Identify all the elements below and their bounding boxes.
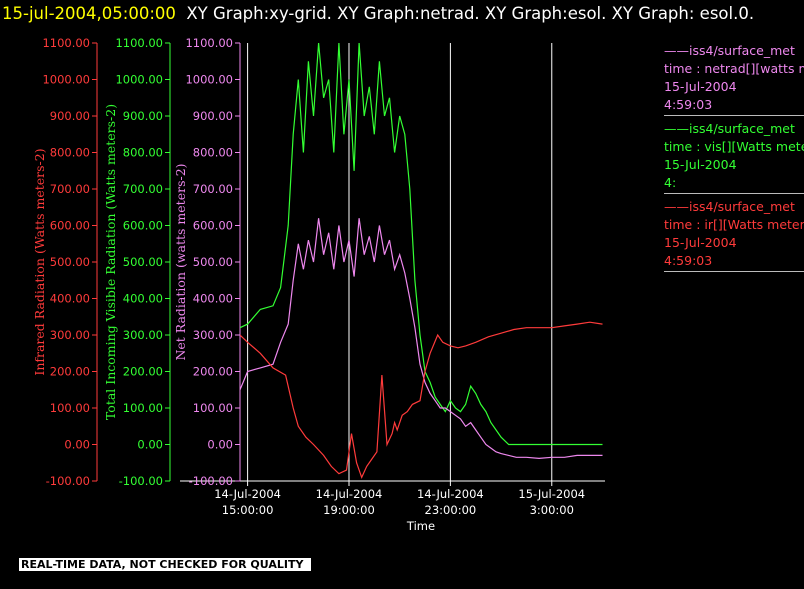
net-tick-label: 800.00: [193, 146, 233, 160]
legend-field: time : vis[][Watts meters-2]: [664, 139, 804, 154]
net-tick-label: 200.00: [193, 365, 233, 379]
ir-tick-label: 500.00: [50, 255, 90, 269]
x-tick-date: 15-Jul-2004: [518, 487, 585, 501]
ir-tick-label: 1000.00: [42, 73, 90, 87]
ir-axis-label: Infrared Radiation (Watts meters-2): [32, 148, 47, 375]
ir-tick-label: 200.00: [50, 365, 90, 379]
ir-tick-label: 1100.00: [42, 36, 90, 50]
legend-source: ——iss4/surface_met: [664, 121, 795, 136]
legend-time: 4:: [664, 175, 677, 190]
ir-tick-label: 700.00: [50, 182, 90, 196]
vis-tick-label: 600.00: [123, 219, 163, 233]
vis-tick-label: 1100.00: [115, 36, 163, 50]
ir-tick-label: 600.00: [50, 219, 90, 233]
vis-tick-label: 100.00: [123, 401, 163, 415]
ir-tick-label: 100.00: [50, 401, 90, 415]
vis-tick-label: 500.00: [123, 255, 163, 269]
net-tick-label: 100.00: [193, 401, 233, 415]
ir-tick-label: 0.00: [64, 438, 90, 452]
x-tick-date: 14-Jul-2004: [417, 487, 484, 501]
vis-tick-label: 300.00: [123, 328, 163, 342]
legend-source: ——iss4/surface_met: [664, 199, 795, 214]
legend-date: 15-Jul-2004: [664, 235, 737, 250]
vis-tick-label: 1000.00: [115, 73, 163, 87]
title-timestamp: 15-jul-2004,05:00:00: [2, 4, 176, 23]
vis-axis-label: Total Incoming Visible Radiation (Watts …: [103, 104, 118, 420]
ir-tick-label: 400.00: [50, 292, 90, 306]
net-tick-label: 600.00: [193, 219, 233, 233]
x-tick-time: 23:00:00: [425, 503, 477, 517]
vis-tick-label: 200.00: [123, 365, 163, 379]
x-tick-date: 14-Jul-2004: [214, 487, 281, 501]
series-line-vis: [240, 43, 603, 446]
quality-warning-banner: REAL-TIME DATA, NOT CHECKED FOR QUALITY: [19, 558, 311, 571]
ir-tick-label: -100.00: [46, 474, 90, 488]
net-tick-label: 500.00: [193, 255, 233, 269]
ir-tick-label: 800.00: [50, 146, 90, 160]
x-tick-time: 15:00:00: [222, 503, 274, 517]
series-line-net: [240, 218, 603, 460]
vis-tick-label: -100.00: [119, 474, 163, 488]
x-axis-label: Time: [406, 519, 435, 533]
net-tick-label: 300.00: [193, 328, 233, 342]
legend-date: 15-Jul-2004: [664, 79, 737, 94]
net-axis-label: Net Radiation (watts meters-2): [173, 163, 188, 360]
net-tick-label: 900.00: [193, 109, 233, 123]
net-tick-label: 700.00: [193, 182, 233, 196]
vis-tick-label: 700.00: [123, 182, 163, 196]
vis-tick-label: 400.00: [123, 292, 163, 306]
vis-tick-label: 900.00: [123, 109, 163, 123]
legend-source: ——iss4/surface_met: [664, 43, 795, 58]
net-tick-label: -100.00: [189, 474, 233, 488]
legend-field: time : ir[][Watts meters-2]: [664, 217, 804, 232]
legend-time: 4:59:03: [664, 253, 713, 268]
net-tick-label: 400.00: [193, 292, 233, 306]
x-tick-time: 19:00:00: [323, 503, 375, 517]
net-tick-label: 0.00: [207, 438, 233, 452]
vis-tick-label: 800.00: [123, 146, 163, 160]
net-tick-label: 1000.00: [185, 73, 233, 87]
legend-time: 4:59:03: [664, 97, 713, 112]
title-text: XY Graph:xy-grid. XY Graph:netrad. XY Gr…: [186, 4, 755, 23]
ir-tick-label: 900.00: [50, 109, 90, 123]
window-title: 15-jul-2004,05:00:00 XY Graph:xy-grid. X…: [2, 2, 802, 25]
ir-tick-label: 300.00: [50, 328, 90, 342]
legend-date: 15-Jul-2004: [664, 157, 737, 172]
net-tick-label: 1100.00: [185, 36, 233, 50]
vis-tick-label: 0.00: [137, 438, 163, 452]
series-line-ir: [240, 321, 603, 480]
legend-field: time : netrad[][watts meters-2]: [664, 61, 804, 76]
x-tick-time: 3:00:00: [530, 503, 574, 517]
x-tick-date: 14-Jul-2004: [316, 487, 383, 501]
